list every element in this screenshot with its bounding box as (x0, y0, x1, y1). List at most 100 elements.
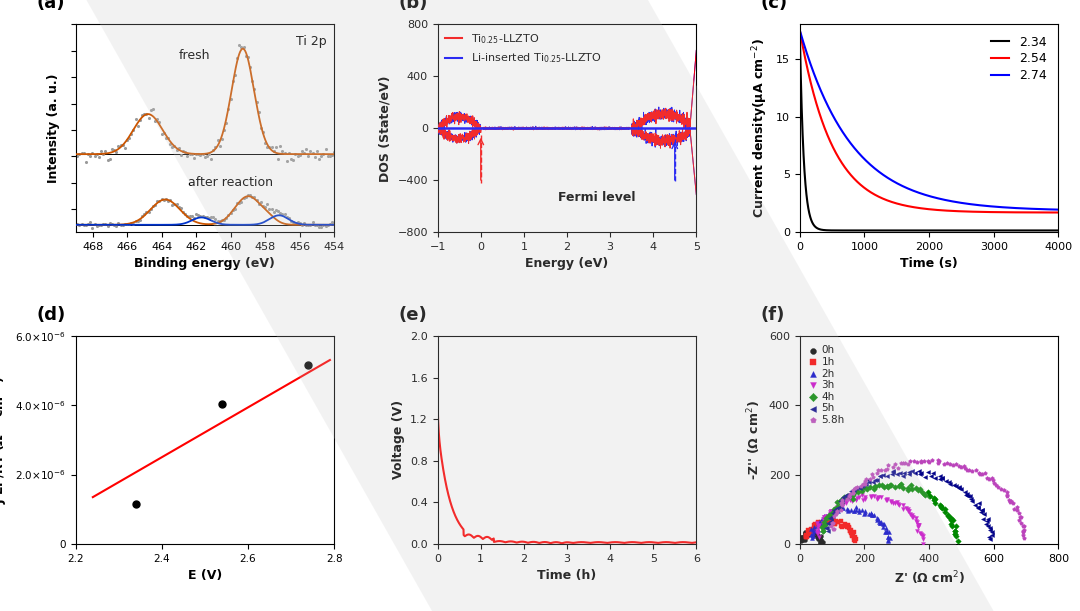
5.8h (873, 466, 890, 475)
Point (216, 215, 233, 225)
3h (878, 494, 895, 504)
2h (808, 521, 825, 531)
Point (201, 149, 218, 159)
Point (125, 126, 143, 136)
3h (887, 498, 904, 508)
Point (71, 220, 89, 230)
3h (847, 495, 864, 505)
Point (188, 148, 205, 158)
Point (91, 220, 108, 230)
3h (816, 511, 834, 521)
5.8h (913, 456, 930, 466)
5.8h (935, 459, 953, 469)
5.8h (1012, 512, 1029, 522)
Point (184, 149, 201, 159)
4h (932, 501, 949, 511)
Legend: Ti$_{0.25}$-LLZTO, Li-inserted Ti$_{0.25}$-LLZTO: Ti$_{0.25}$-LLZTO, Li-inserted Ti$_{0.25… (443, 30, 604, 68)
1h (798, 532, 815, 542)
4h (936, 507, 954, 517)
5h (821, 519, 838, 529)
3h (828, 499, 846, 508)
Point (149, 114, 166, 123)
Point (73, 219, 91, 229)
5h (823, 513, 840, 522)
0h (810, 533, 827, 543)
1h (814, 518, 832, 527)
5.8h (1011, 508, 1028, 518)
Point (125, 219, 143, 229)
4h (920, 487, 937, 497)
5.8h (838, 494, 855, 503)
Text: (e): (e) (399, 306, 428, 324)
4h (847, 488, 864, 497)
0h (796, 530, 813, 540)
5.8h (970, 468, 987, 478)
0h (809, 531, 826, 541)
4h (831, 497, 848, 507)
5.8h (929, 455, 946, 465)
4h (823, 509, 840, 519)
Point (199, 151, 216, 161)
5h (932, 472, 949, 481)
2h (802, 524, 820, 534)
1h (834, 521, 851, 530)
2h (875, 522, 892, 532)
4h (904, 485, 921, 494)
0h (811, 538, 828, 548)
Text: after reaction: after reaction (188, 176, 272, 189)
X-axis label: Time (h): Time (h) (538, 569, 596, 582)
Point (151, 196, 168, 206)
2h (839, 506, 856, 516)
5h (953, 485, 970, 494)
0h (800, 529, 818, 539)
3h (856, 494, 874, 503)
5.8h (869, 465, 887, 475)
3h (882, 497, 900, 507)
Point (201, 213, 218, 222)
3h (900, 504, 917, 514)
4h (879, 482, 896, 492)
0h (808, 528, 825, 538)
4h (943, 516, 960, 525)
4h (870, 480, 888, 490)
Point (308, 147, 325, 156)
Point (257, 138, 274, 148)
2h (865, 510, 882, 520)
3h (910, 520, 928, 530)
1h (824, 517, 841, 527)
4h (933, 502, 950, 511)
2h (835, 503, 852, 513)
Point (210, 216, 227, 226)
4h (845, 489, 862, 499)
5h (933, 474, 950, 483)
5.8h (828, 507, 846, 516)
4h (926, 494, 943, 503)
5.8h (840, 491, 858, 500)
1h (845, 530, 862, 540)
5.8h (834, 497, 851, 507)
3h (837, 496, 854, 506)
5.8h (1015, 527, 1032, 537)
2h (860, 509, 877, 519)
Point (278, 212, 295, 222)
Point (316, 221, 334, 231)
3h (869, 494, 887, 503)
4h (944, 516, 961, 525)
2h (863, 510, 880, 520)
3h (832, 502, 849, 512)
Text: (a): (a) (37, 0, 65, 12)
Point (306, 220, 323, 230)
Point (222, 94, 240, 104)
3h (863, 491, 880, 500)
4h (949, 536, 967, 546)
Point (297, 219, 314, 229)
3h (914, 530, 931, 540)
4h (914, 487, 931, 497)
Point (179, 211, 197, 221)
Point (306, 152, 323, 162)
5h (950, 483, 968, 493)
Point (134, 110, 151, 120)
2h (802, 530, 820, 540)
Point (153, 194, 171, 203)
Point (143, 204, 160, 214)
